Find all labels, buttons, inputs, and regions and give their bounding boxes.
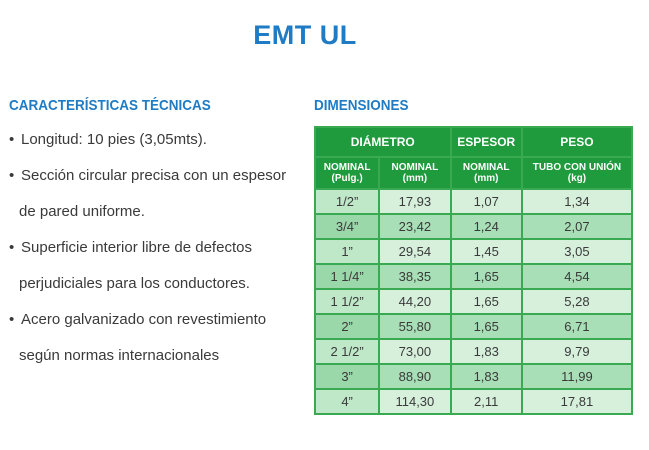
cell-diametro-mm: 29,54 <box>380 240 450 263</box>
cell-peso: 11,99 <box>522 365 631 388</box>
cell-espesor: 1,24 <box>451 215 521 238</box>
cell-peso: 6,71 <box>522 315 631 338</box>
cell-espesor: 1,83 <box>451 340 521 363</box>
page-title: EMT UL <box>253 20 357 50</box>
header-espesor: ESPESOR <box>451 128 521 156</box>
subheader-peso-kg: TUBO CON UNIÓN (kg) <box>522 158 631 188</box>
cell-peso: 17,81 <box>522 390 631 413</box>
cell-espesor: 1,07 <box>451 190 521 213</box>
bullet-icon: • <box>9 131 15 148</box>
cell-diametro-mm: 38,35 <box>380 265 450 288</box>
cell-diametro-mm: 55,80 <box>380 315 450 338</box>
spec-text: Superficie interior libre de defectos <box>21 239 252 256</box>
subheader-nominal-mm: NOMINAL (mm) <box>380 158 450 188</box>
spec-item: • Sección circular precisa con un espesor… <box>9 158 309 230</box>
cell-peso: 9,79 <box>522 340 631 363</box>
cell-diametro-pulg: 3/4” <box>316 215 379 238</box>
spec-item: • Superficie interior libre de defectos p… <box>9 230 309 302</box>
header-diametro: DIÁMETRO <box>316 128 450 156</box>
cell-diametro-pulg: 1” <box>316 240 379 263</box>
subheader-nominal-pulg: NOMINAL (Pulg.) <box>316 158 379 188</box>
cell-diametro-pulg: 3” <box>316 365 379 388</box>
cell-diametro-pulg: 4” <box>316 390 379 413</box>
dimensions-heading: DIMENSIONES <box>314 97 409 114</box>
cell-espesor: 1,65 <box>451 265 521 288</box>
cell-diametro-mm: 88,90 <box>380 365 450 388</box>
table-row: 2 1/2” 73,00 1,83 9,79 <box>316 340 631 363</box>
cell-diametro-mm: 17,93 <box>380 190 450 213</box>
spec-text: Longitud: 10 pies (3,05mts). <box>21 131 207 148</box>
cell-diametro-mm: 114,30 <box>380 390 450 413</box>
table-row: 1 1/2” 44,20 1,65 5,28 <box>316 290 631 313</box>
spec-text-continued: según normas internacionales <box>19 347 220 364</box>
cell-peso: 3,05 <box>522 240 631 263</box>
cell-diametro-mm: 44,20 <box>380 290 450 313</box>
spec-text-continued: de pared uniforme. <box>19 203 145 220</box>
table-header-row: DIÁMETRO ESPESOR PESO <box>316 128 631 156</box>
specs-list: • Longitud: 10 pies (3,05mts). • Sección c… <box>9 122 309 374</box>
table-row: 3/4” 23,42 1,24 2,07 <box>316 215 631 238</box>
cell-espesor: 1,65 <box>451 315 521 338</box>
spec-text: Acero galvanizado con revestimiento <box>21 311 267 328</box>
subheader-espesor-mm: NOMINAL (mm) <box>451 158 521 188</box>
bullet-icon: • <box>9 167 15 184</box>
cell-diametro-pulg: 2” <box>316 315 379 338</box>
table-row: 1/2” 17,93 1,07 1,34 <box>316 190 631 213</box>
cell-diametro-pulg: 1 1/4” <box>316 265 379 288</box>
cell-diametro-mm: 23,42 <box>380 215 450 238</box>
table-row: 1” 29,54 1,45 3,05 <box>316 240 631 263</box>
cell-espesor: 1,83 <box>451 365 521 388</box>
bullet-icon: • <box>9 239 15 256</box>
cell-peso: 1,34 <box>522 190 631 213</box>
cell-diametro-pulg: 1/2” <box>316 190 379 213</box>
dimensions-table: DIÁMETRO ESPESOR PESO NOMINAL (Pulg.) NOM… <box>314 126 633 415</box>
cell-diametro-pulg: 2 1/2” <box>316 340 379 363</box>
table-row: 4” 114,30 2,11 17,81 <box>316 390 631 413</box>
cell-espesor: 1,45 <box>451 240 521 263</box>
table-row: 1 1/4” 38,35 1,65 4,54 <box>316 265 631 288</box>
cell-peso: 5,28 <box>522 290 631 313</box>
cell-diametro-pulg: 1 1/2” <box>316 290 379 313</box>
specs-heading: CARACTERÍSTICAS TÉCNICAS <box>9 97 211 114</box>
spec-text-continued: perjudiciales para los conductores. <box>19 275 250 292</box>
table-row: 3” 88,90 1,83 11,99 <box>316 365 631 388</box>
table-row: 2” 55,80 1,65 6,71 <box>316 315 631 338</box>
spec-item: • Acero galvanizado con revestimiento seg… <box>9 302 309 374</box>
cell-peso: 2,07 <box>522 215 631 238</box>
spec-item: • Longitud: 10 pies (3,05mts). <box>9 122 309 158</box>
header-peso: PESO <box>522 128 631 156</box>
table-subheader-row: NOMINAL (Pulg.) NOMINAL (mm) NOMINAL (mm) T… <box>316 158 631 188</box>
bullet-icon: • <box>9 311 15 328</box>
cell-diametro-mm: 73,00 <box>380 340 450 363</box>
cell-espesor: 1,65 <box>451 290 521 313</box>
cell-peso: 4,54 <box>522 265 631 288</box>
spec-text: Sección circular precisa con un espesor <box>21 167 287 184</box>
cell-espesor: 2,11 <box>451 390 521 413</box>
